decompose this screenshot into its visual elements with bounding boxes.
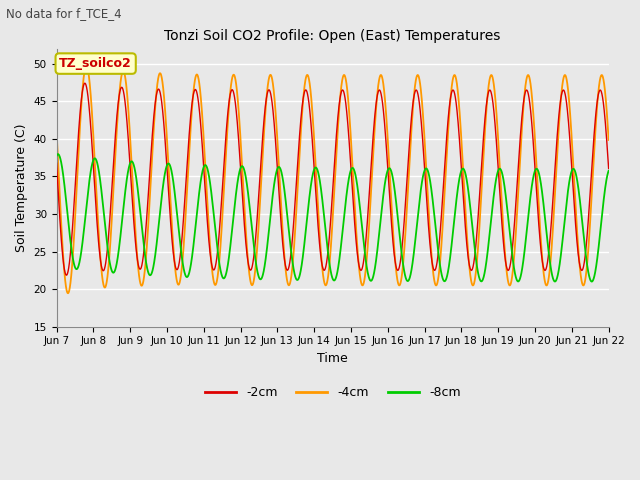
X-axis label: Time: Time	[317, 352, 348, 365]
Legend: -2cm, -4cm, -8cm: -2cm, -4cm, -8cm	[200, 381, 465, 404]
Title: Tonzi Soil CO2 Profile: Open (East) Temperatures: Tonzi Soil CO2 Profile: Open (East) Temp…	[164, 29, 500, 43]
Y-axis label: Soil Temperature (C): Soil Temperature (C)	[15, 123, 28, 252]
Text: No data for f_TCE_4: No data for f_TCE_4	[6, 7, 122, 20]
Text: TZ_soilco2: TZ_soilco2	[60, 57, 132, 70]
